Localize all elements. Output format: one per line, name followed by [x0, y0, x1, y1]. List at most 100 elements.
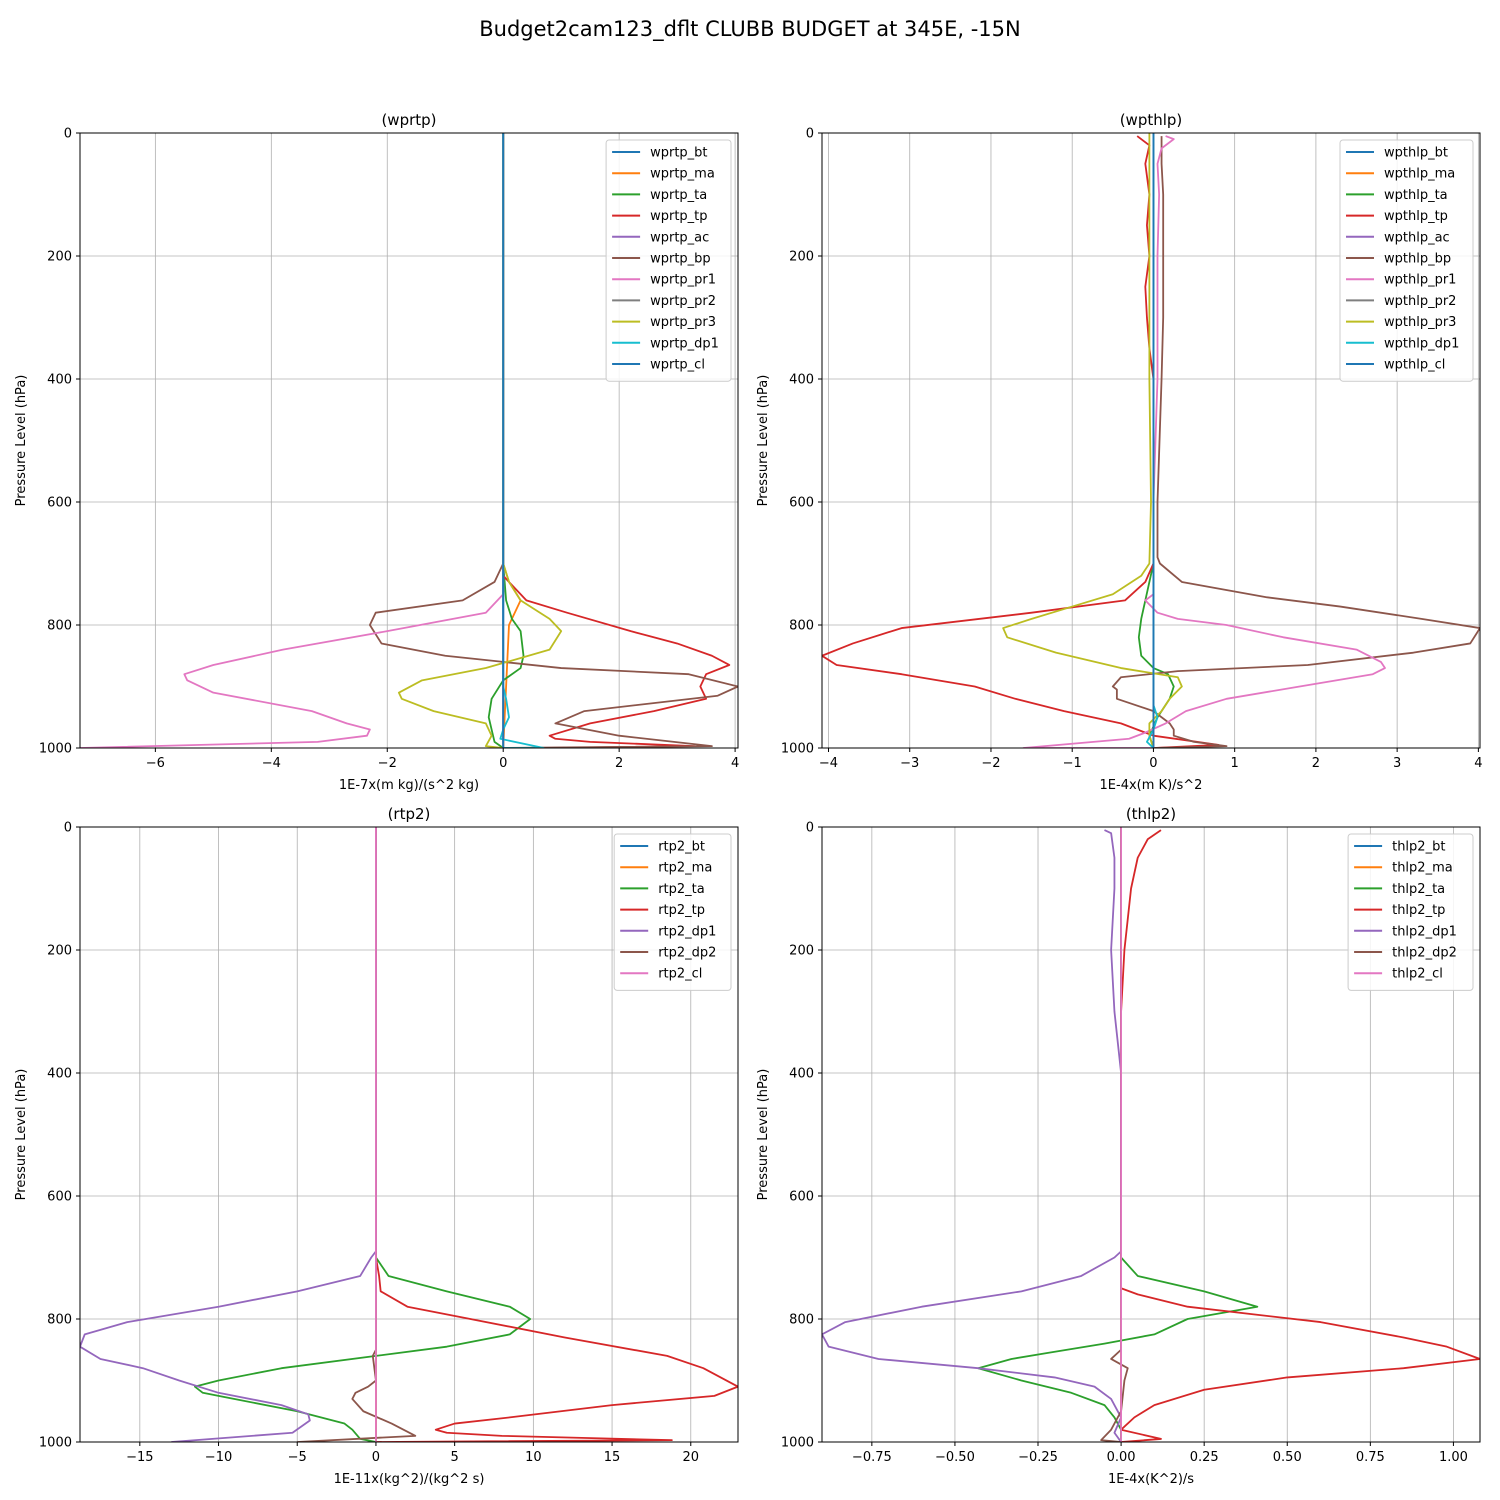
x-tick-label: −2: [981, 756, 1000, 771]
subplot-title: (thlp2): [1126, 805, 1176, 823]
series-line-wpthlp_pr1: [1022, 135, 1386, 748]
series-lines: [822, 133, 1480, 748]
legend-entry: wpthlp_ac: [1384, 230, 1450, 245]
legend-entry: thlp2_cl: [1392, 967, 1443, 982]
x-tick-label: −4: [819, 756, 838, 771]
legend-entry: wprtp_bp: [650, 252, 711, 267]
y-tick-label: 800: [789, 619, 814, 634]
x-tick-label: 5: [451, 1450, 459, 1465]
series-lines: [80, 133, 738, 748]
x-tick-label: 3: [1393, 756, 1401, 771]
x-tick-label: 0.50: [1273, 1450, 1302, 1465]
legend-entry: wprtp_pr3: [650, 315, 716, 330]
legend-entry: thlp2_tp: [1392, 903, 1445, 918]
y-tick-label: 400: [789, 1067, 814, 1082]
x-tick-label: 0: [372, 1450, 380, 1465]
y-tick-label: 400: [789, 373, 814, 388]
legend-entry: rtp2_cl: [658, 967, 702, 982]
series-line-wprtp_bp: [368, 133, 738, 748]
y-tick-label: 400: [47, 1067, 72, 1082]
axes-frame: [79, 826, 739, 1443]
y-tick-label: 200: [789, 250, 814, 265]
legend-entry: thlp2_bt: [1392, 840, 1445, 855]
legend-entry: wpthlp_ma: [1384, 167, 1455, 182]
y-tick-label: 800: [789, 1313, 814, 1328]
series-line-thlp2_ta: [977, 827, 1259, 1442]
legend-entry: wprtp_dp1: [650, 336, 719, 351]
legend-entry: rtp2_dp1: [658, 924, 716, 939]
subplots: −6 −4 −2 0 2 402004006008001000(wprtp)1E-7x(m…: [14, 111, 1483, 1487]
series-line-wpthlp_bp: [1111, 136, 1480, 748]
series-line-wprtp_tp: [502, 133, 731, 748]
series-line-thlp2_tp: [1120, 829, 1480, 1442]
x-tick-label: 0.00: [1107, 1450, 1136, 1465]
x-tick-label: −1: [1063, 756, 1082, 771]
x-tick-label: −6: [146, 756, 165, 771]
x-tick-label: 4: [731, 756, 739, 771]
y-tick-label: 600: [47, 496, 72, 511]
series-line-wpthlp_pr3: [1002, 133, 1183, 748]
axes-frame: [821, 132, 1481, 749]
x-tick-label: 10: [525, 1450, 542, 1465]
y-axis-label: Pressure Level (hPa): [756, 1069, 771, 1201]
series-line-wprtp_ta: [487, 133, 525, 748]
legend-entry: wprtp_bt: [650, 146, 707, 161]
y-axis-label: Pressure Level (hPa): [14, 1069, 29, 1201]
x-tick-label: 0: [499, 756, 507, 771]
subplot-0: −6 −4 −2 0 2 4 0 200 400 600 800 1000 (wprtp) 1E-7x(m…: [14, 111, 739, 793]
y-tick-label: 0: [806, 821, 814, 836]
x-tick-label: 1.00: [1439, 1450, 1468, 1465]
x-axis-label: 1E-7x(m kg)/(s^2 kg): [339, 778, 479, 793]
legend-entry: rtp2_ma: [658, 861, 712, 876]
legend-entry: rtp2_dp2: [658, 946, 716, 961]
axes-frame: [79, 132, 739, 749]
x-tick-label: −10: [205, 1450, 232, 1465]
series-line-thlp2_dp1: [822, 829, 1122, 1442]
x-tick-label: −0.75: [852, 1450, 892, 1465]
x-tick-label: 0.75: [1356, 1450, 1385, 1465]
x-tick-label: −3: [900, 756, 919, 771]
y-tick-label: 1000: [781, 1436, 814, 1451]
x-tick-label: −15: [126, 1450, 153, 1465]
x-tick-label: 15: [604, 1450, 621, 1465]
legend-entry: wpthlp_pr2: [1384, 294, 1456, 309]
series-lines: [80, 827, 738, 1442]
subplot-title: (wprtp): [381, 111, 436, 129]
legend-entry: wpthlp_pr1: [1384, 273, 1456, 288]
series-line-rtp2_ta: [194, 827, 532, 1442]
x-tick-label: 2: [615, 756, 623, 771]
y-tick-label: 800: [47, 1313, 72, 1328]
y-tick-label: 0: [806, 127, 814, 142]
y-tick-label: 200: [47, 944, 72, 959]
legend-entry: wpthlp_tp: [1384, 209, 1448, 224]
x-tick-label: 4: [1474, 756, 1482, 771]
y-tick-label: 600: [47, 1190, 72, 1205]
subplot-2: −15 −10 −5 0 5 10 15 2002004006008001000(rtp2)1…: [14, 805, 739, 1487]
legend-entry: wpthlp_bt: [1384, 146, 1448, 161]
legend-entry: rtp2_bt: [658, 840, 705, 855]
x-axis-label: 1E-4x(K^2)/s: [1108, 1472, 1194, 1487]
legend-entry: wpthlp_ta: [1384, 188, 1448, 203]
x-tick-label: 0: [1149, 756, 1157, 771]
x-axis-label: 1E-11x(kg^2)/(kg^2 s): [334, 1472, 485, 1487]
legend-entry: wprtp_tp: [650, 209, 707, 224]
legend-entry: rtp2_tp: [658, 903, 705, 918]
legend-entry: rtp2_ta: [658, 882, 705, 897]
series-line-rtp2_dp2: [297, 827, 417, 1442]
y-tick-label: 200: [789, 944, 814, 959]
legend-entry: wpthlp_pr3: [1384, 315, 1456, 330]
y-tick-label: 0: [64, 127, 72, 142]
figure-title: Budget2cam123_dflt CLUBB BUDGET at 345E,…: [479, 17, 1020, 42]
subplot-1: −4 −3 −2 −1 0 1 2 3 4 0 200 400 600 800 1000 (wpthlp) 1E…: [756, 111, 1483, 793]
series-line-thlp2_dp2: [1100, 827, 1129, 1442]
subplot-title: (wpthlp): [1120, 111, 1183, 129]
y-axis-label: Pressure Level (hPa): [14, 375, 29, 507]
legend-entry: wprtp_pr2: [650, 294, 716, 309]
legend-entry: thlp2_ta: [1392, 882, 1445, 897]
series-line-wprtp_pr3: [397, 133, 563, 748]
legend-entry: wpthlp_dp1: [1384, 336, 1459, 351]
x-tick-label: −0.25: [1018, 1450, 1058, 1465]
x-tick-label: −0.50: [935, 1450, 975, 1465]
legend-entry: thlp2_ma: [1392, 861, 1453, 876]
